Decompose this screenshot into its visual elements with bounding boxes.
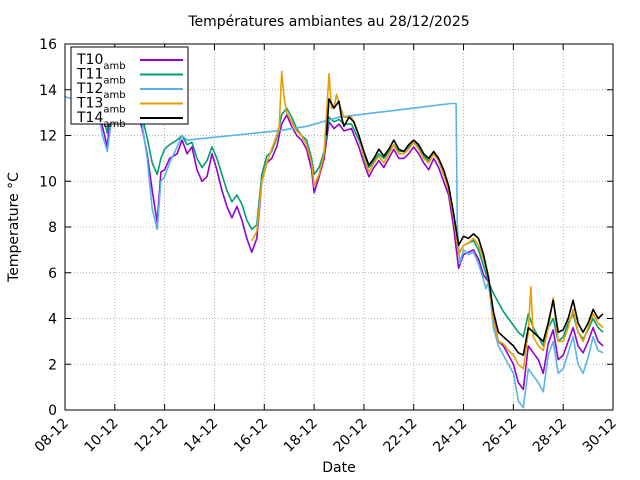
- y-tick-label: 0: [48, 403, 57, 419]
- y-tick-label: 2: [48, 357, 57, 373]
- plot-border: [64, 43, 614, 411]
- series-line-t13: [251, 70, 604, 370]
- x-tick-label: 10-12: [82, 416, 122, 456]
- x-tick-label: 14-12: [181, 416, 221, 456]
- x-tick-label: 16-12: [231, 416, 271, 456]
- y-tick-label: 16: [39, 37, 57, 53]
- x-tick-label: 26-12: [480, 416, 520, 456]
- y-tick-label: 6: [48, 266, 57, 282]
- x-tick-label: 28-12: [530, 416, 570, 456]
- y-tick-label: 12: [39, 129, 57, 145]
- y-tick-label: 8: [48, 220, 57, 236]
- x-tick-label: 24-12: [430, 416, 470, 456]
- x-tick-label: 12-12: [131, 416, 171, 456]
- series-line-t11: [79, 66, 604, 347]
- x-tick-label: 30-12: [580, 416, 620, 456]
- series-lines: [64, 66, 604, 409]
- series-line-t14: [325, 98, 604, 356]
- y-tick-label: 4: [48, 312, 57, 328]
- series-line-t10: [79, 70, 604, 391]
- x-tick-label: 22-12: [380, 416, 420, 456]
- y-axis-label: Temperature °C: [6, 172, 22, 283]
- chart-title: Températures ambiantes au 28/12/2025: [187, 14, 469, 30]
- y-tick-label: 14: [39, 83, 57, 99]
- y-tick-label: 10: [39, 174, 57, 190]
- x-tick-label: 20-12: [331, 416, 371, 456]
- x-tick-label: 18-12: [281, 416, 321, 456]
- x-axis-label: Date: [322, 460, 355, 476]
- x-tick-label: 08-12: [32, 416, 72, 456]
